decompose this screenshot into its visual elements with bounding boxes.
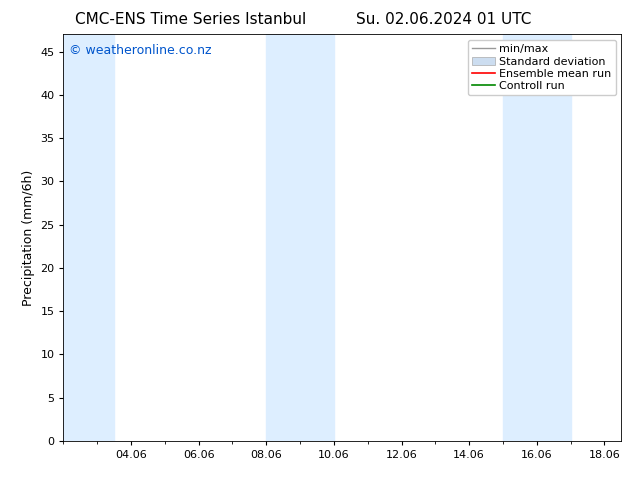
Legend: min/max, Standard deviation, Ensemble mean run, Controll run: min/max, Standard deviation, Ensemble me… (468, 40, 616, 96)
Bar (503, 34, 571, 441)
Bar (63, 34, 114, 441)
Y-axis label: Precipitation (mm/6h): Precipitation (mm/6h) (22, 170, 35, 306)
Text: CMC-ENS Time Series Istanbul: CMC-ENS Time Series Istanbul (75, 12, 306, 27)
Text: © weatheronline.co.nz: © weatheronline.co.nz (69, 45, 212, 57)
Text: Su. 02.06.2024 01 UTC: Su. 02.06.2024 01 UTC (356, 12, 531, 27)
Bar (266, 34, 334, 441)
